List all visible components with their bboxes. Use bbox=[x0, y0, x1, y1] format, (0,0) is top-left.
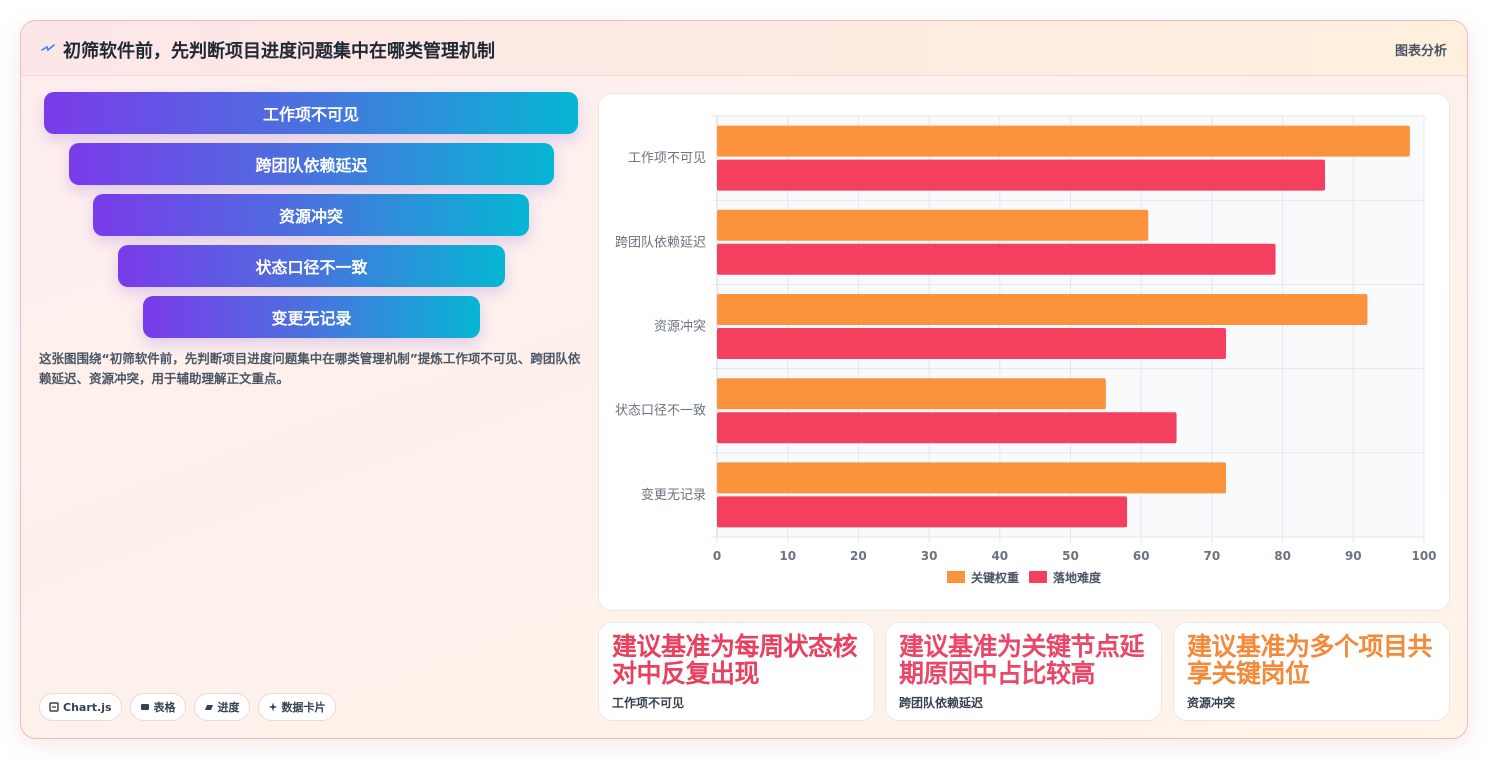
stat-label: 跨团队依赖延迟 bbox=[899, 696, 984, 710]
x-tick-label: 80 bbox=[1274, 549, 1291, 563]
bar bbox=[717, 243, 1276, 275]
x-tick-label: 90 bbox=[1345, 549, 1362, 563]
bar-chart: 0 10 20 30 40 50 60 70 80 90 100 工作项不可见跨团队依赖延迟资源冲突状… bbox=[615, 115, 1437, 585]
x-tick-label: 10 bbox=[779, 549, 796, 563]
funnel-step-label: 变更无记录 bbox=[271, 309, 352, 328]
x-tick-label: 70 bbox=[1204, 549, 1221, 563]
bar bbox=[717, 159, 1326, 191]
chip-chartjs[interactable]: Chart.js bbox=[39, 693, 122, 721]
page-title: 初筛软件前，先判断项目进度问题集中在哪类管理机制 bbox=[63, 41, 495, 62]
bar bbox=[717, 328, 1227, 359]
chip-label: 表格 bbox=[153, 701, 176, 714]
y-tick-label: 跨团队依赖延迟 bbox=[615, 235, 706, 250]
y-tick-label: 变更无记录 bbox=[641, 487, 706, 503]
bar bbox=[717, 209, 1149, 241]
table-icon bbox=[140, 704, 149, 710]
funnel-step-label: 状态口径不一致 bbox=[255, 258, 368, 277]
chip-label: Chart.js bbox=[63, 700, 112, 714]
x-tick-label: 60 bbox=[1133, 549, 1150, 563]
x-tick-label: 30 bbox=[921, 549, 938, 563]
legend-swatch bbox=[947, 571, 965, 583]
funnel-step-label: 工作项不可见 bbox=[262, 105, 359, 124]
stat-value: 建议基准为多个项目共享关键岗位 bbox=[1187, 632, 1433, 688]
legend-label: 落地难度 bbox=[1053, 570, 1102, 585]
bar bbox=[717, 294, 1368, 325]
analysis-card: 初筛软件前，先判断项目进度问题集中在哪类管理机制 图表分析 工作项不可见 跨团队… bbox=[20, 20, 1468, 739]
x-tick-label: 40 bbox=[991, 549, 1008, 563]
stat-card-1: 建议基准为每周状态核对中反复出现 工作项不可见 bbox=[598, 622, 875, 721]
funnel-step-3: 资源冲突 bbox=[93, 194, 529, 236]
sparkle-icon bbox=[268, 702, 278, 712]
funnel-step-label: 资源冲突 bbox=[278, 207, 343, 226]
funnel-step-4: 状态口径不一致 bbox=[118, 245, 505, 287]
bar bbox=[717, 125, 1410, 157]
chip-table[interactable]: 表格 bbox=[129, 693, 186, 721]
chart-icon bbox=[49, 702, 59, 712]
y-tick-label: 状态口径不一致 bbox=[615, 404, 706, 419]
x-tick-label: 100 bbox=[1411, 549, 1436, 563]
bar bbox=[717, 496, 1128, 528]
stat-label: 资源冲突 bbox=[1187, 696, 1236, 710]
bar bbox=[717, 462, 1227, 494]
chip-progress[interactable]: 进度 bbox=[193, 693, 250, 721]
stat-card-3: 建议基准为多个项目共享关键岗位 资源冲突 bbox=[1173, 622, 1450, 721]
y-tick-label: 资源冲突 bbox=[654, 319, 706, 335]
x-tick-label: 0 bbox=[713, 549, 721, 563]
bar-chart-panel: 0 10 20 30 40 50 60 70 80 90 100 工作项不可见跨团队依赖延迟资源冲突状… bbox=[598, 93, 1450, 611]
chart-analysis-tag: 图表分析 bbox=[1394, 44, 1447, 59]
feature-chips: Chart.js 表格 进度 数据卡片 bbox=[39, 693, 336, 721]
funnel-step-1: 工作项不可见 bbox=[44, 92, 578, 134]
bar bbox=[717, 412, 1177, 444]
sparkle-icon bbox=[41, 44, 55, 52]
funnel-step-label: 跨团队依赖延迟 bbox=[255, 156, 368, 175]
chip-label: 数据卡片 bbox=[281, 701, 326, 714]
bar bbox=[717, 378, 1106, 410]
stat-label: 工作项不可见 bbox=[612, 696, 685, 710]
stat-value: 建议基准为每周状态核对中反复出现 bbox=[612, 632, 858, 688]
x-tick-label: 20 bbox=[850, 549, 867, 563]
funnel-step-2: 跨团队依赖延迟 bbox=[69, 143, 554, 185]
chip-label: 进度 bbox=[217, 701, 240, 714]
card-header: 初筛软件前，先判断项目进度问题集中在哪类管理机制 图表分析 bbox=[21, 21, 1467, 76]
funnel-step-5: 变更无记录 bbox=[143, 296, 480, 338]
x-tick-label: 50 bbox=[1062, 549, 1079, 563]
y-tick-label: 工作项不可见 bbox=[628, 151, 706, 166]
chip-data-card[interactable]: 数据卡片 bbox=[257, 693, 336, 721]
chart-description: 这张图围绕“初筛软件前，先判断项目进度问题集中在哪类管理机制”提炼工作项不可见、… bbox=[39, 351, 581, 386]
legend-swatch bbox=[1029, 571, 1047, 583]
progress-icon bbox=[204, 705, 213, 710]
legend-label: 关键权重 bbox=[971, 570, 1019, 585]
stat-card-2: 建议基准为关键节点延期原因中占比较高 跨团队依赖延迟 bbox=[885, 622, 1162, 721]
stat-value: 建议基准为关键节点延期原因中占比较高 bbox=[899, 632, 1145, 688]
